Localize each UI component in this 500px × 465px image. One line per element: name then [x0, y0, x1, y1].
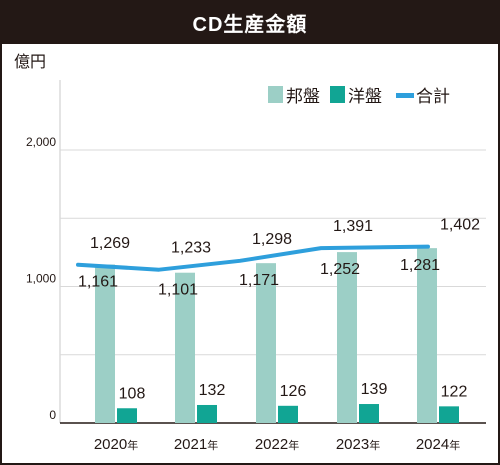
label-total: 1,269 [90, 235, 130, 252]
bars [95, 248, 459, 423]
x-tick-suffix: 年 [127, 438, 138, 452]
x-tick-suffix: 年 [369, 438, 380, 452]
legend-label: 洋盤 [348, 87, 382, 106]
total-line [76, 244, 430, 272]
bar-foreign [439, 406, 459, 423]
x-tick-label: 2020年 [94, 436, 138, 453]
x-tick-year: 2021 [174, 436, 207, 453]
bar-foreign [278, 405, 298, 423]
data-labels: 1,161 108 1,269 1,101 132 1,233 1,171 126 1,298 1… [78, 217, 480, 403]
x-tick-suffix: 年 [207, 438, 218, 452]
bar-domestic [95, 264, 115, 423]
total-line-path [76, 244, 430, 272]
y-tick-label: 1,000 [26, 272, 56, 286]
bar-foreign [197, 404, 217, 423]
y-tick-label: 2,000 [26, 135, 56, 149]
x-tick-suffix: 年 [449, 438, 460, 452]
y-tick-labels: 0 1,000 2,000 [26, 135, 56, 422]
y-unit-label: 億円 [14, 53, 46, 71]
label-domestic: 1,161 [78, 274, 118, 291]
legend-label: 邦盤 [286, 87, 320, 106]
legend-swatch [330, 86, 345, 103]
label-domestic: 1,171 [239, 272, 279, 289]
legend-swatch [268, 86, 283, 103]
x-tick-year: 2022 [255, 436, 288, 453]
label-domestic: 1,281 [400, 257, 440, 274]
bar-domestic [256, 263, 276, 423]
label-total: 1,233 [171, 240, 211, 257]
legend: 邦盤 洋盤 合計 [268, 86, 450, 106]
label-total: 1,298 [252, 231, 292, 248]
label-total: 1,402 [440, 217, 480, 234]
chart-title-bar: CD生産金額 [0, 0, 500, 44]
bar-domestic [337, 252, 357, 423]
legend-swatch-line [396, 93, 414, 98]
gridlines [59, 80, 486, 424]
x-tick-label: 2024年 [416, 436, 460, 453]
label-foreign: 126 [280, 383, 307, 400]
bar-domestic [417, 248, 437, 423]
x-tick-label: 2021年 [174, 436, 218, 453]
x-tick-year: 2024 [416, 436, 449, 453]
label-foreign: 132 [199, 382, 226, 399]
x-tick-label: 2023年 [336, 436, 380, 453]
label-foreign: 139 [361, 381, 388, 398]
label-domestic: 1,252 [320, 261, 360, 278]
label-total: 1,391 [333, 218, 373, 235]
x-tick-year: 2020 [94, 436, 127, 453]
label-foreign: 122 [441, 383, 468, 400]
legend-label: 合計 [416, 87, 450, 106]
x-tick-year: 2023 [336, 436, 369, 453]
y-tick-label: 0 [49, 408, 56, 422]
x-tick-label: 2022年 [255, 436, 299, 453]
label-domestic: 1,101 [158, 282, 198, 299]
label-foreign: 108 [119, 385, 146, 402]
bar-foreign [117, 408, 137, 423]
bar-domestic [175, 272, 195, 423]
bar-foreign [359, 404, 379, 423]
x-tick-suffix: 年 [288, 438, 299, 452]
chart-title: CD生産金額 [192, 13, 308, 36]
x-tick-labels: 2020年 2021年 2022年 2023年 2024年 [94, 436, 460, 453]
